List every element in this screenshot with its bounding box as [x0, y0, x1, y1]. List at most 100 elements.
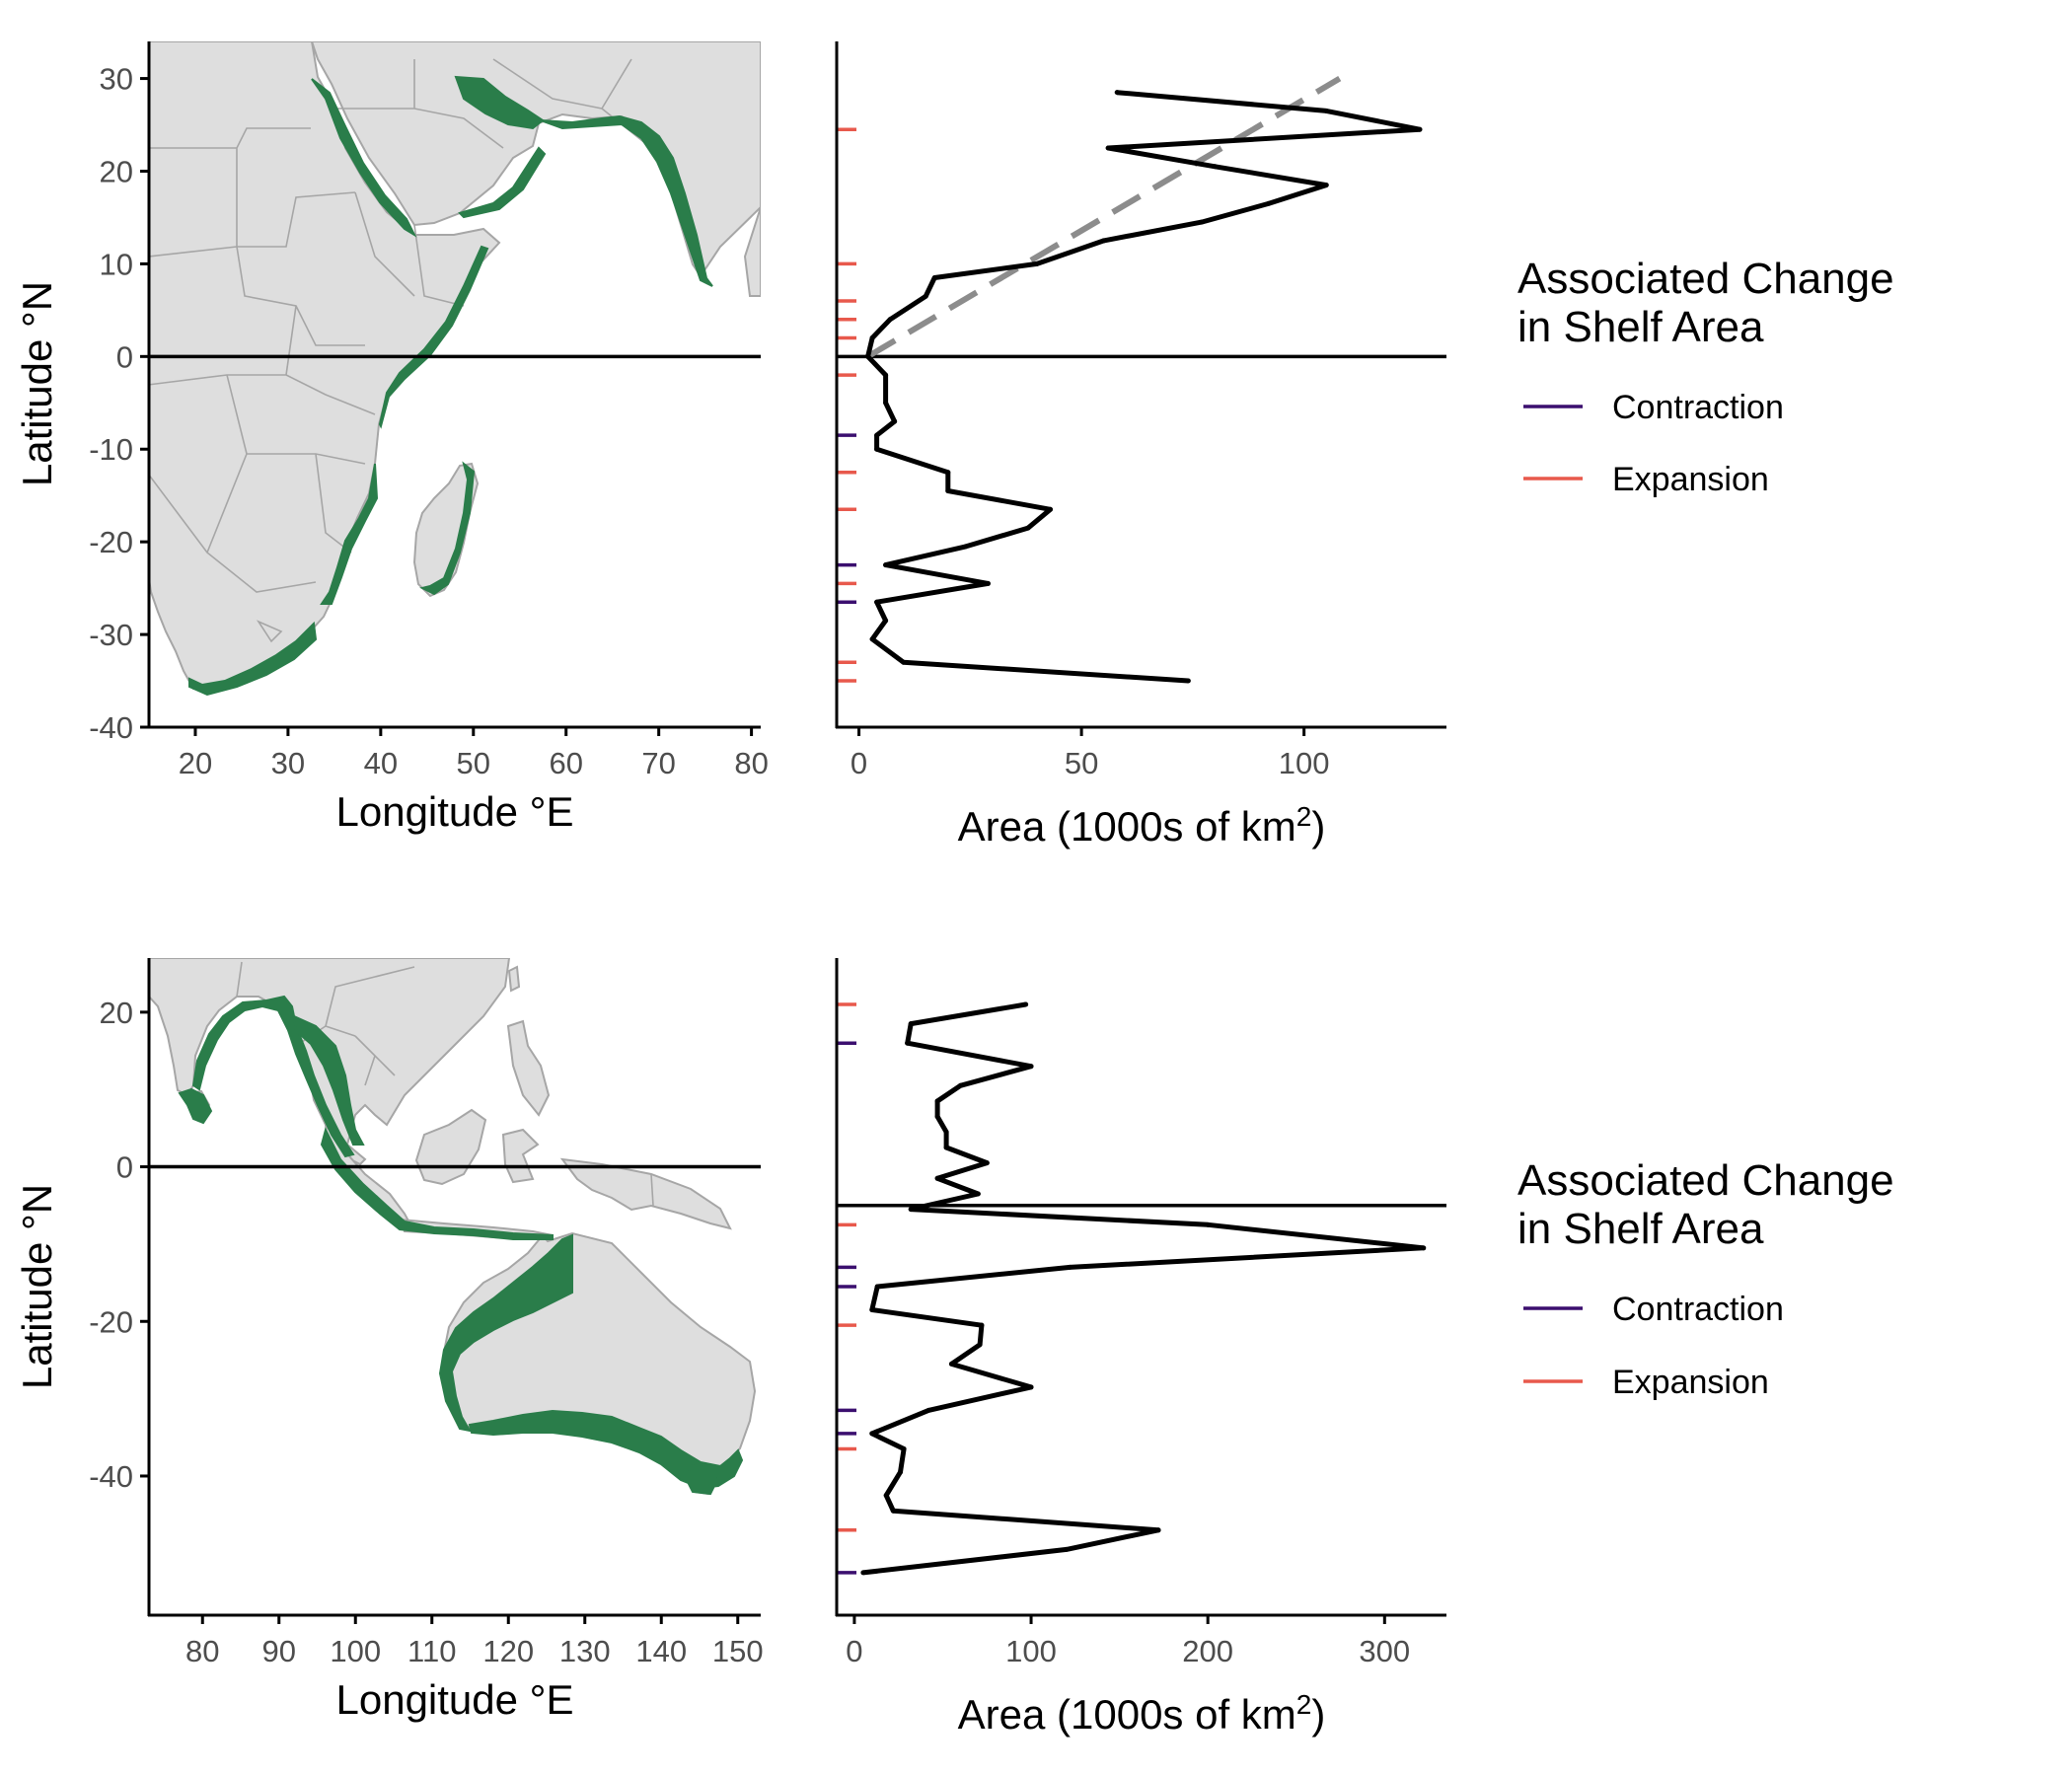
australia-landmass: [442, 1231, 757, 1482]
profile-point: [1323, 108, 1329, 113]
profile-point: [931, 274, 937, 280]
profile-point: [1199, 219, 1205, 225]
y-tick-label: -40: [89, 710, 133, 745]
profile-point: [1185, 678, 1191, 684]
profile-point: [1155, 1527, 1161, 1533]
profile-point: [1023, 1001, 1029, 1007]
x-tick-label: 40: [364, 746, 398, 780]
profile-point: [963, 544, 969, 550]
map-west-x-axis-title: Longitude °E: [336, 788, 574, 835]
map-west-landmass: [149, 41, 761, 693]
x-tick-label: 110: [407, 1634, 456, 1668]
y-tick-label: 20: [100, 154, 133, 188]
profile-east-x-axis-title: Area (1000s of km2): [958, 1689, 1326, 1739]
profile-point: [874, 432, 880, 438]
map-west-y-ticks: 30 20 10 0 -10 -20 -30 -40: [89, 62, 149, 745]
legend-top-title-line1: Associated Change: [1517, 255, 1894, 303]
profile-point: [985, 580, 991, 586]
profile-east-points: [860, 1001, 1427, 1576]
profile-point: [883, 618, 889, 624]
arabian-sea-coast-shelf: [540, 114, 713, 287]
map-east-y-axis-title: Latitude °N: [14, 1184, 60, 1389]
y-tick-label: -40: [89, 1459, 133, 1494]
legend-top-title-line2: in Shelf Area: [1517, 303, 1764, 351]
profile-point: [883, 1493, 889, 1499]
y-tick-label: 10: [100, 247, 133, 281]
profile-point: [883, 372, 889, 378]
profile-point: [1266, 200, 1272, 206]
profile-point: [1114, 90, 1120, 96]
profile-west-points: [865, 90, 1423, 684]
profile-point: [860, 1570, 866, 1576]
profile-point: [1067, 1264, 1073, 1270]
y-tick-label: -30: [89, 618, 133, 652]
x-tick-label: 130: [559, 1634, 611, 1668]
india-landmass: [743, 206, 761, 297]
profile-point: [897, 1469, 903, 1475]
profile-point: [869, 1307, 875, 1313]
legend-bottom-title-line2: in Shelf Area: [1517, 1205, 1764, 1253]
profile-point: [1417, 126, 1423, 132]
profile-point: [874, 1284, 880, 1290]
profile-west-trend-line: [866, 75, 1342, 359]
map-west-y-axis-title: Latitude °N: [14, 281, 60, 486]
profile-east-x-ticks: 0 100 200 300: [846, 1615, 1410, 1668]
profile-point: [869, 335, 875, 341]
map-west-shelf: [188, 75, 713, 697]
profile-point: [1025, 525, 1031, 531]
profile-east-line: [862, 1001, 1427, 1576]
profile-point: [979, 1322, 985, 1328]
southern-australia-shelf: [468, 1409, 744, 1490]
profile-point: [1101, 238, 1107, 244]
profile-panel-west: 0 50 100 Area (1000s of km2): [835, 41, 1446, 851]
x-tick-label: 100: [1005, 1634, 1057, 1668]
sumatra-coast-shelf: [320, 1127, 554, 1240]
map-east-y-ticks: 20 0 -20 -40: [89, 996, 149, 1494]
profile-point: [943, 1145, 949, 1150]
profile-point: [957, 1082, 963, 1088]
y-tick-label: 20: [100, 996, 133, 1030]
sulawesi-landmass: [501, 1128, 540, 1184]
profile-point: [934, 1098, 940, 1104]
profile-point: [1048, 506, 1054, 512]
bay-of-bengal-shelf: [191, 995, 355, 1158]
profile-west-x-ticks: 0 50 100: [851, 727, 1330, 780]
x-tick-label: 70: [641, 746, 675, 780]
x-tick-label: 150: [712, 1634, 764, 1668]
madagascar-shelf: [419, 461, 476, 596]
map-east-x-axis-title: Longitude °E: [336, 1676, 574, 1723]
profile-point: [1212, 164, 1218, 170]
profile-point: [869, 636, 875, 642]
sri-lanka-shelf: [178, 1087, 213, 1125]
profile-panel-east: 0 100 200 300 Area (1000s of km2): [835, 958, 1446, 1739]
profile-point: [887, 317, 893, 323]
madagascar-landmass: [412, 462, 480, 598]
borneo-landmass: [414, 1108, 487, 1186]
mozambique-coast-shelf: [320, 463, 379, 605]
taiwan-landmass: [507, 965, 521, 993]
legend-top-contraction-label: Contraction: [1612, 389, 1784, 426]
legend-bottom: Associated Change in Shelf Area Contract…: [1517, 1156, 1894, 1401]
profile-west-x-axis-title: Area (1000s of km2): [958, 801, 1326, 851]
profile-point: [1105, 145, 1111, 151]
profile-point: [948, 1361, 954, 1367]
philippines-landmass: [506, 1019, 551, 1117]
profile-point: [945, 488, 951, 494]
profile-point: [923, 293, 928, 299]
x-tick-label: 30: [271, 746, 305, 780]
x-tick-label: 100: [330, 1634, 381, 1668]
profile-point: [1323, 183, 1329, 188]
new-guinea-landmass: [559, 1157, 732, 1230]
profile-point: [945, 470, 951, 476]
legend-top: Associated Change in Shelf Area Contract…: [1517, 255, 1894, 498]
x-tick-label: 90: [262, 1634, 296, 1668]
east-africa-coast-shelf: [378, 245, 489, 429]
profile-point: [883, 400, 889, 406]
map-east-shelf: [178, 995, 744, 1496]
x-tick-label: 50: [1065, 746, 1098, 780]
y-tick-label: 0: [116, 339, 133, 374]
profile-point: [1034, 260, 1040, 266]
x-tick-label: 80: [734, 746, 768, 780]
red-sea-shelf: [311, 78, 417, 238]
persian-gulf-shelf: [454, 75, 545, 130]
